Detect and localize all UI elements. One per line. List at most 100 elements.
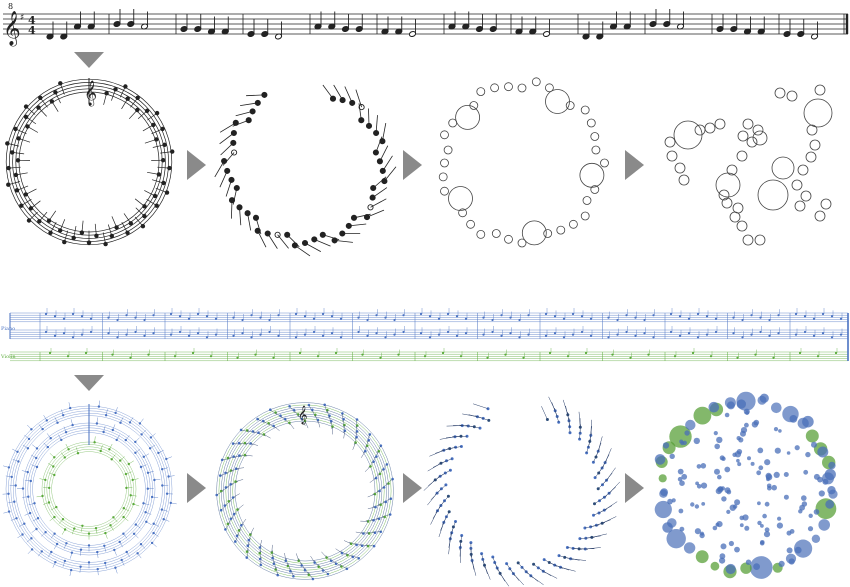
note-stem (153, 532, 159, 537)
note-stem (123, 508, 130, 512)
note-head (634, 334, 637, 337)
note-stem (72, 528, 75, 535)
circle-node (726, 164, 738, 176)
note-head (224, 486, 228, 489)
note-head (384, 316, 387, 319)
note-stem (105, 533, 108, 539)
note-stem (241, 429, 250, 433)
note-head (321, 334, 325, 337)
circle-node (729, 211, 741, 223)
note-head (821, 332, 825, 335)
note-stem (150, 433, 156, 438)
note-stem (25, 116, 37, 125)
circle-node (580, 105, 590, 115)
bubble (684, 430, 690, 436)
note-stem (353, 213, 371, 219)
note-stem (151, 179, 164, 184)
bubble (724, 487, 731, 494)
note-head (187, 334, 191, 337)
note-stem (289, 406, 295, 413)
circle-node (736, 220, 748, 232)
note-head (62, 239, 67, 245)
note-stem (273, 425, 280, 431)
note-head (241, 318, 244, 322)
bubble (713, 431, 718, 436)
note-head (419, 332, 423, 335)
note-stem (135, 207, 145, 217)
circular-score-merged-stage: 𝄞 (215, 402, 394, 581)
note-stem (371, 518, 380, 520)
bubble (778, 429, 782, 433)
note-head (169, 312, 173, 316)
note-stem (594, 465, 605, 478)
bubble (786, 451, 791, 455)
note-stem (31, 464, 38, 468)
note-stem (434, 484, 447, 495)
note-stem (123, 516, 129, 522)
note-stem (315, 414, 318, 423)
note-stem (24, 479, 31, 482)
note-stem (375, 136, 383, 153)
note-stem (382, 155, 393, 172)
circle-node (517, 238, 527, 248)
note-head (346, 553, 349, 557)
note-head (696, 336, 700, 339)
note-stem (232, 119, 249, 127)
note-stem (153, 523, 160, 527)
note-stem (271, 544, 273, 553)
bubble (685, 419, 696, 431)
note-stem (132, 478, 139, 481)
note-stem (31, 528, 37, 533)
note-stem (119, 541, 123, 548)
circle-node (704, 122, 716, 134)
down-arrow-icon-bottom (74, 375, 104, 391)
note-stem (121, 222, 128, 233)
note-head (53, 334, 57, 337)
note-stem (447, 446, 462, 450)
note-stem (41, 532, 46, 537)
note-head (70, 551, 74, 554)
bubble (759, 540, 765, 546)
note-stem (438, 458, 453, 465)
note-stem (235, 479, 244, 482)
note-stem (143, 453, 150, 457)
circular-staff-line (216, 402, 394, 580)
note-stem (236, 467, 245, 469)
bubble (678, 508, 684, 514)
note-head (65, 542, 68, 545)
note-head (67, 448, 70, 451)
note-stem (61, 409, 64, 416)
note-head (455, 334, 459, 337)
note-stem (8, 501, 15, 503)
circular-staff-line (46, 446, 132, 532)
circle-node (440, 158, 449, 168)
circle-node (814, 84, 826, 96)
circle-node (466, 219, 476, 229)
note-stem (465, 425, 481, 429)
note-stem (250, 527, 254, 535)
note-head (803, 315, 807, 318)
note-stem (157, 166, 170, 169)
note-head (173, 355, 177, 358)
circle-node (674, 162, 686, 174)
note-stem (135, 437, 140, 443)
note-stem (140, 544, 146, 549)
note-head (500, 334, 503, 337)
note-stem (134, 198, 145, 207)
bubble (794, 546, 802, 554)
note-head (236, 356, 239, 359)
note-stem (355, 89, 362, 108)
note-head (224, 471, 227, 475)
note-stem (343, 540, 352, 544)
note-stem (558, 555, 574, 560)
note-stem (111, 454, 116, 460)
note-stem (579, 537, 595, 539)
note-head (107, 332, 110, 335)
note-head (277, 314, 280, 317)
note-stem (103, 93, 107, 105)
note-stem (247, 538, 251, 546)
note-head (209, 355, 213, 358)
bubble (764, 501, 770, 507)
note-stem (506, 563, 516, 577)
note-head (798, 351, 802, 355)
